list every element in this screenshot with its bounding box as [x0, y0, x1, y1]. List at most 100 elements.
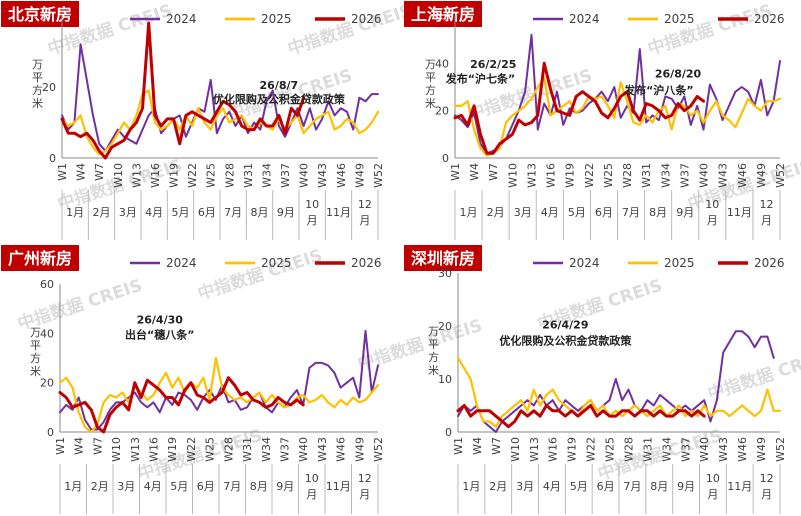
month-label: 1月: [66, 206, 84, 219]
x-tick-label: W22: [186, 163, 199, 188]
month-label: 4月: [543, 480, 561, 493]
month-label: 9月: [677, 480, 695, 493]
x-tick-label: W1: [452, 437, 465, 455]
x-tick-label: W40: [698, 163, 711, 188]
month-label: 6月: [595, 206, 613, 219]
month-label: 11月: [326, 206, 351, 219]
y-tick-label: 20: [435, 105, 449, 118]
month-label: 6月: [197, 480, 215, 493]
x-tick-label: W37: [679, 437, 692, 462]
month-label: 11月: [727, 206, 752, 219]
month-label: 3月: [119, 206, 137, 219]
y-tick-label: 0: [47, 426, 54, 439]
x-tick-label: W4: [73, 437, 86, 455]
x-tick-label: W31: [640, 163, 653, 188]
x-tick-label: W43: [717, 437, 730, 462]
month-label: 8月: [649, 206, 667, 219]
legend-label-2025: 2025: [261, 256, 292, 270]
series-line-2025: [60, 89, 380, 156]
month-label: 5月: [570, 480, 588, 493]
legend-label-2025: 2025: [664, 12, 695, 26]
x-tick-label: W52: [774, 163, 787, 188]
x-tick-label: W22: [185, 437, 198, 462]
series-line-2024: [61, 43, 379, 152]
x-tick-label: W31: [242, 163, 255, 188]
chart-annotation: 26/4/30: [137, 313, 184, 326]
chart-annotation: 26/2/25: [470, 58, 516, 71]
x-tick-label: W34: [260, 437, 273, 462]
month-label: 3月: [516, 480, 534, 493]
legend-label-2025: 2025: [261, 12, 292, 26]
series-line-2024: [457, 330, 775, 433]
month-label: 2月: [91, 480, 109, 493]
month-label: 6月: [597, 480, 615, 493]
x-tick-label: W25: [204, 437, 217, 462]
x-tick-label: W10: [509, 437, 522, 462]
x-tick-label: W25: [604, 437, 617, 462]
x-tick-label: W46: [736, 437, 749, 462]
month-label: 7月: [224, 206, 242, 219]
x-tick-label: W4: [471, 437, 484, 455]
legend-label-2024: 2024: [569, 256, 600, 270]
y-axis-label: 万平方米: [425, 58, 436, 110]
legend-label-2024: 2024: [166, 256, 197, 270]
chart-annotation: 26/8/20: [655, 68, 702, 81]
x-tick-label: W40: [698, 437, 711, 462]
month-label: 12 月: [760, 472, 774, 501]
x-tick-label: W10: [112, 163, 125, 188]
y-tick-label: 40: [435, 57, 449, 70]
y-axis-label: 万平方米: [32, 58, 43, 110]
x-tick-label: W25: [602, 163, 615, 188]
chart-annotation: 26/4/29: [542, 319, 588, 332]
x-tick-label: W16: [545, 163, 558, 188]
series-line-2025: [453, 76, 782, 157]
x-tick-label: W16: [149, 163, 162, 188]
chart-title-box: [1, 245, 79, 271]
legend-label-2025: 2025: [664, 256, 695, 270]
x-tick-label: W7: [93, 163, 106, 181]
x-tick-label: W7: [487, 163, 500, 181]
month-label: 4月: [144, 480, 162, 493]
y-tick-label: 0: [445, 426, 452, 439]
x-tick-label: W7: [490, 437, 503, 455]
month-label: 4月: [541, 206, 559, 219]
month-label: 8月: [251, 206, 269, 219]
x-tick-label: W31: [241, 437, 254, 462]
x-tick-label: W16: [148, 437, 161, 462]
series-line-2024: [59, 329, 379, 431]
x-tick-label: W46: [335, 163, 348, 188]
chart-title: 广州新房: [8, 249, 72, 268]
x-tick-label: W13: [528, 437, 541, 462]
series-line-2026: [58, 376, 305, 434]
x-tick-label: W52: [372, 163, 385, 188]
x-tick-label: W31: [641, 437, 654, 462]
month-label: 1月: [64, 480, 82, 493]
month-label: 5月: [170, 480, 188, 493]
y-tick-label: 20: [40, 377, 54, 390]
month-label: 5月: [568, 206, 586, 219]
month-label: 10 月: [706, 472, 720, 501]
x-tick-label: W22: [583, 163, 596, 188]
month-label: 1月: [460, 206, 478, 219]
watermark-text: 中指数据 CREIS: [355, 315, 485, 375]
series-line-2026: [456, 404, 706, 429]
legend-label-2026: 2026: [351, 256, 382, 270]
series-line-2026: [453, 61, 705, 155]
x-tick-label: W10: [110, 437, 123, 462]
month-label: 11月: [326, 480, 351, 493]
x-tick-label: W43: [717, 163, 730, 188]
x-tick-label: W46: [736, 163, 749, 188]
y-tick-label: 40: [40, 327, 54, 340]
y-tick-label: 10: [438, 373, 452, 386]
watermark-text: 中指数据 CREIS: [285, 0, 415, 60]
month-label: 7月: [223, 480, 241, 493]
x-tick-label: W49: [353, 437, 366, 462]
x-tick-label: W37: [278, 437, 291, 462]
x-tick-label: W4: [468, 163, 481, 181]
chart-annotation: 发布“沪八条”: [623, 83, 693, 97]
month-label: 2月: [93, 206, 111, 219]
series-line-2025: [58, 356, 380, 434]
y-tick-label: 0: [442, 152, 449, 165]
